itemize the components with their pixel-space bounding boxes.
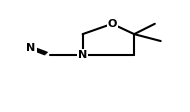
Text: O: O bbox=[107, 19, 117, 29]
Text: N: N bbox=[26, 43, 36, 53]
Text: N: N bbox=[78, 50, 87, 60]
